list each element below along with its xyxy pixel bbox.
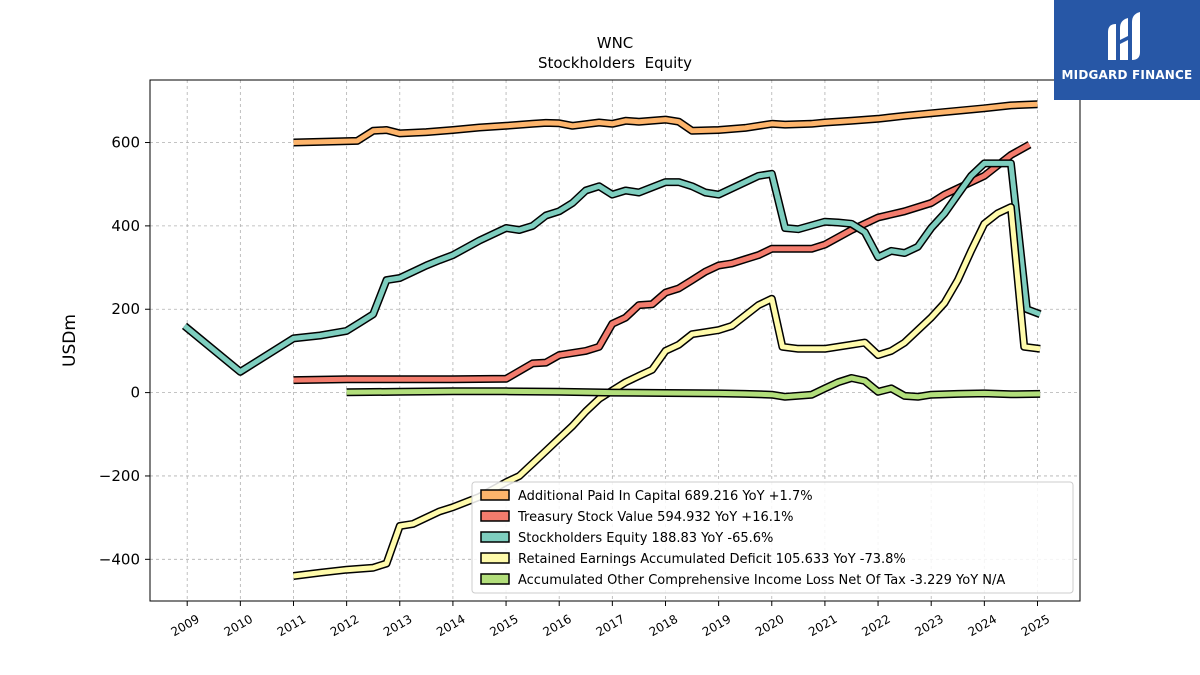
- legend: Additional Paid In Capital 689.216 YoY +…: [471, 481, 1074, 594]
- legend-entry: Accumulated Other Comprehensive Income L…: [518, 573, 1005, 588]
- x-tick-label: 2019: [700, 612, 733, 639]
- brand-logo: MIDGARD FINANCE: [1054, 0, 1200, 100]
- x-tick-label: 2014: [434, 612, 467, 639]
- series-line: [293, 142, 1031, 383]
- legend-entry: Retained Earnings Accumulated Deficit 10…: [518, 552, 906, 567]
- logo-text: MIDGARD FINANCE: [1061, 68, 1193, 82]
- legend-swatch: [480, 489, 510, 501]
- x-tick-label: 2020: [753, 612, 786, 639]
- x-tick-label: 2011: [275, 612, 308, 639]
- x-tick-label: 2016: [540, 612, 573, 639]
- x-tick-label: 2017: [594, 612, 627, 639]
- y-tick-label: 400: [111, 217, 140, 235]
- legend-entry: Additional Paid In Capital 689.216 YoY +…: [518, 489, 813, 504]
- x-tick-label: 2022: [859, 612, 892, 639]
- legend-swatch: [480, 552, 510, 564]
- y-tick-label: −400: [99, 550, 140, 568]
- legend-box: [471, 481, 1074, 594]
- x-tick-label: 2010: [222, 612, 255, 639]
- plot-frame: [149, 79, 1081, 602]
- logo-mark-icon: [1108, 12, 1140, 60]
- y-tick-label: 0: [130, 384, 140, 402]
- x-tick-label: 2024: [966, 612, 999, 639]
- x-tick-label: 2023: [912, 612, 945, 639]
- legend-entry: Treasury Stock Value 594.932 YoY +16.1%: [517, 510, 794, 525]
- legend-swatch: [480, 531, 510, 543]
- x-tick-label: 2013: [381, 612, 414, 639]
- series-line: [293, 204, 1041, 579]
- x-tick-label: 2015: [487, 612, 520, 639]
- x-tick-label: 2009: [168, 612, 201, 639]
- x-tick-label: 2012: [328, 612, 361, 639]
- y-tick-label: 600: [111, 134, 140, 152]
- legend-swatch: [480, 573, 510, 585]
- legend-swatch: [480, 510, 510, 522]
- series-line: [293, 101, 1038, 145]
- series-lines: [181, 100, 1042, 580]
- legend-entry: Stockholders Equity 188.83 YoY -65.6%: [518, 531, 773, 546]
- x-tick-label: 2025: [1019, 612, 1052, 639]
- chart-title: WNC: [597, 34, 634, 52]
- y-tick-label: 200: [111, 300, 140, 318]
- y-axis-label: USDm: [60, 314, 80, 367]
- y-tick-label: −200: [99, 467, 140, 485]
- x-tick-label: 2021: [806, 612, 839, 639]
- x-tick-label: 2018: [647, 612, 680, 639]
- series-line: [346, 375, 1041, 400]
- series-line: [182, 160, 1041, 375]
- chart-subtitle: Stockholders Equity: [538, 54, 692, 72]
